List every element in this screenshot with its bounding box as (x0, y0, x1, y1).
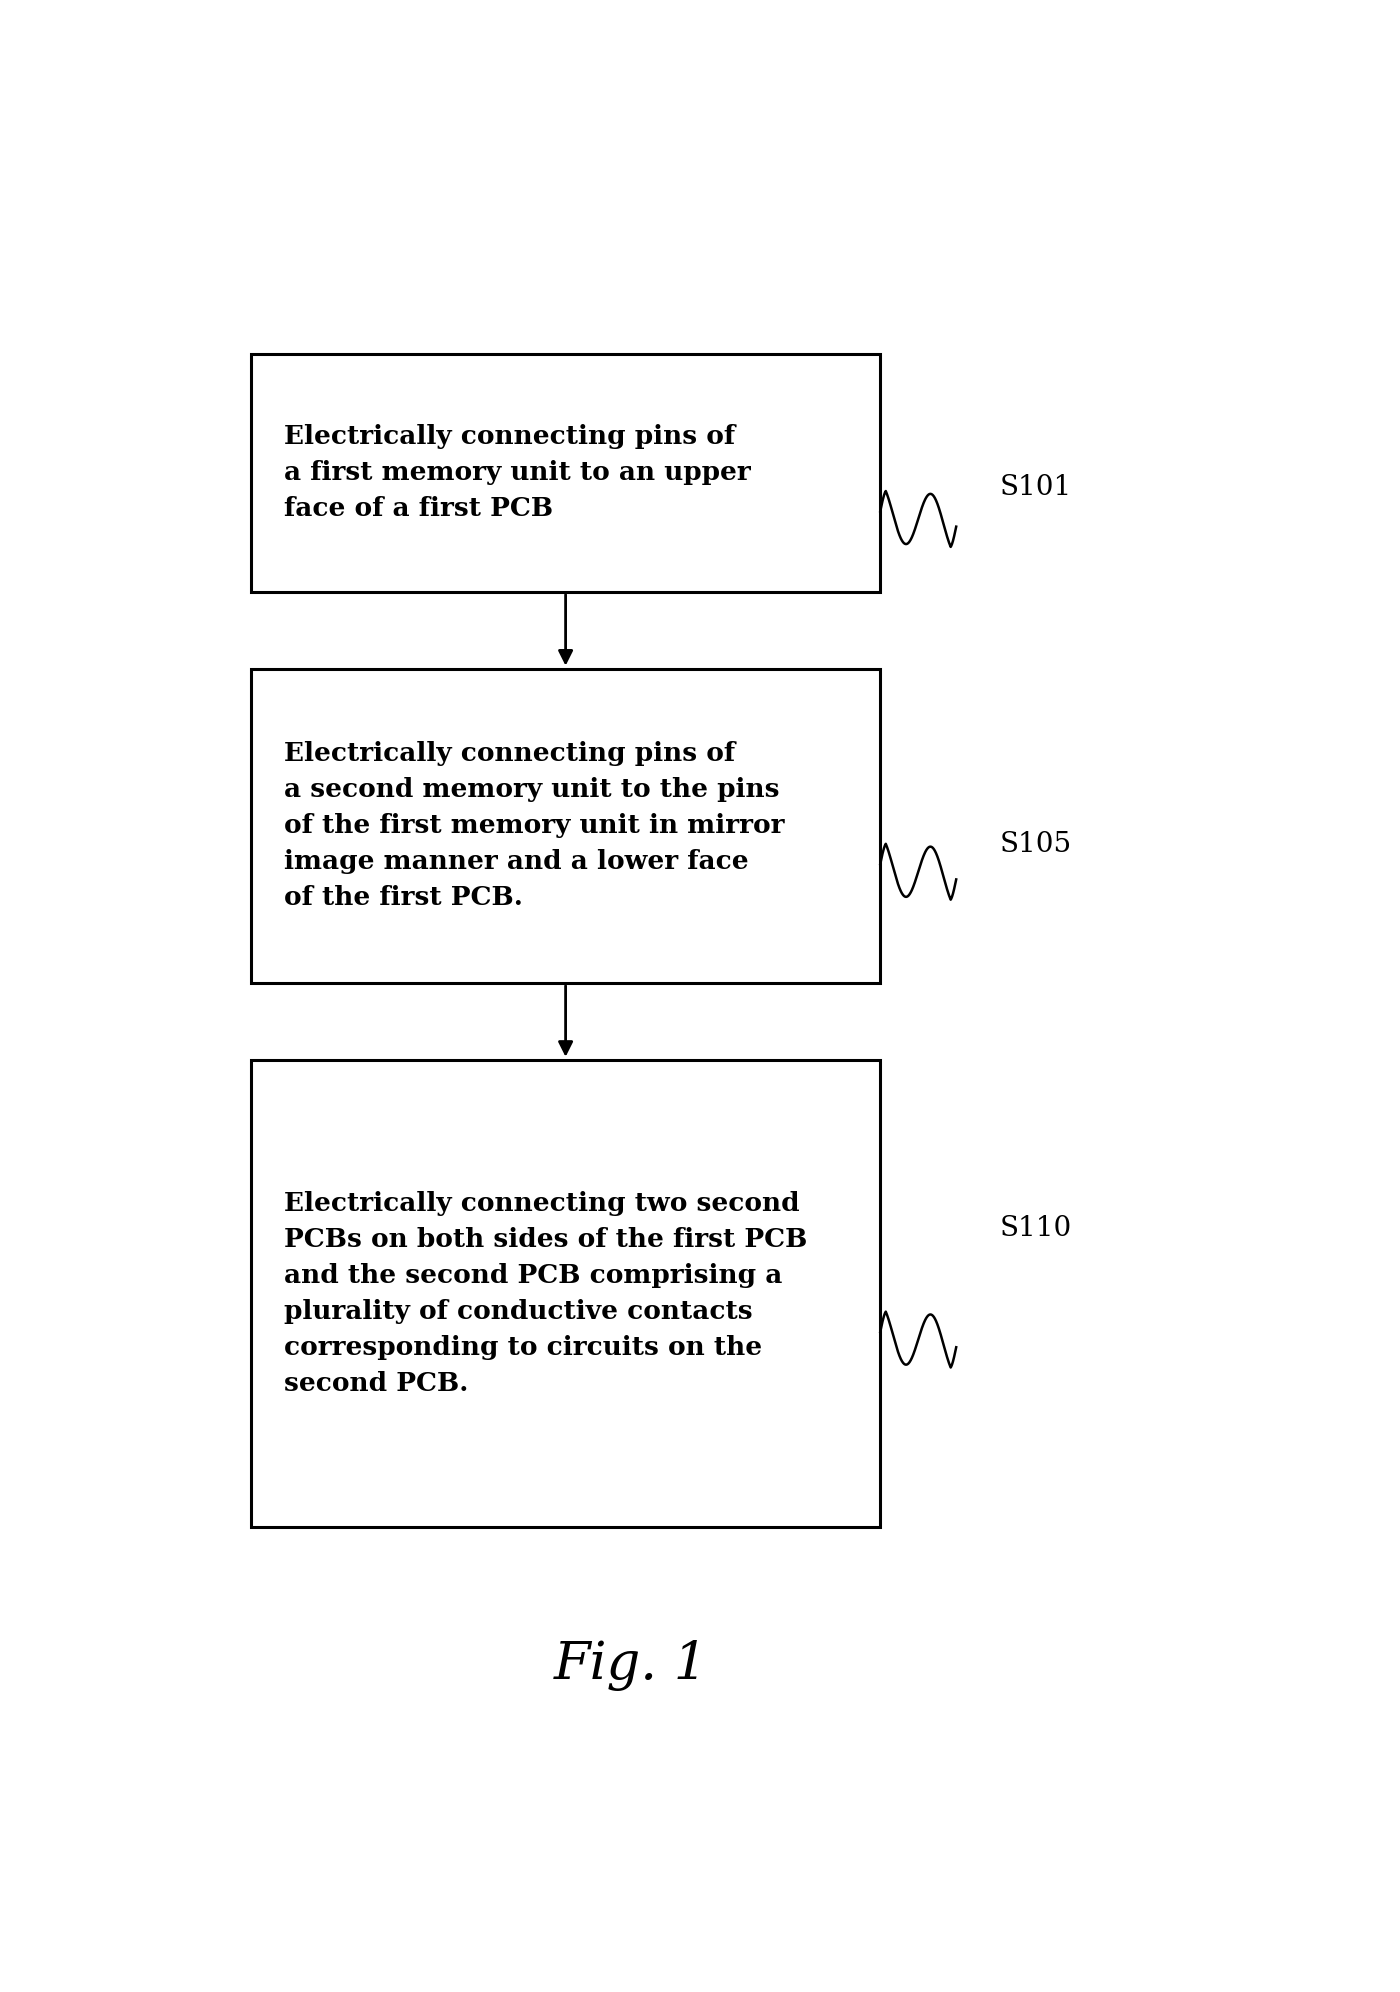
Text: Electrically connecting two second
PCBs on both sides of the first PCB
and the s: Electrically connecting two second PCBs … (283, 1191, 806, 1396)
Bar (251, 669, 881, 982)
Text: Electrically connecting pins of
a first memory unit to an upper
face of a first : Electrically connecting pins of a first … (283, 424, 750, 522)
Bar (251, 1060, 881, 1528)
Text: Electrically connecting pins of
a second memory unit to the pins
of the first me: Electrically connecting pins of a second… (283, 741, 784, 910)
Bar (251, 355, 881, 592)
Text: S101: S101 (1000, 474, 1072, 502)
Text: S105: S105 (1000, 831, 1072, 859)
Text: Fig. 1: Fig. 1 (553, 1639, 708, 1691)
Text: S110: S110 (1000, 1215, 1072, 1241)
